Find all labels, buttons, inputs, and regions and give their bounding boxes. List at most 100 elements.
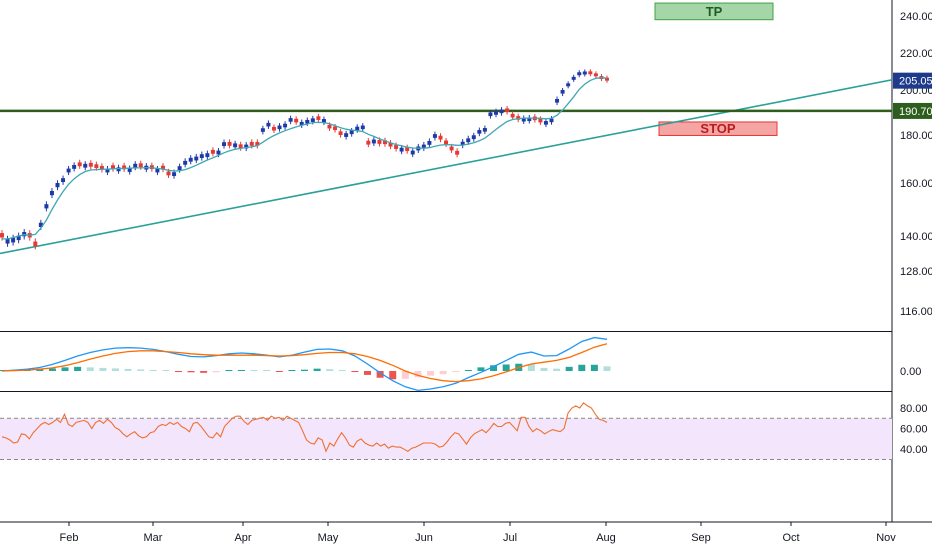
candle-body (83, 163, 88, 168)
candle-body (188, 157, 193, 162)
macd-histogram-bar (124, 368, 132, 371)
macd-histogram-bar (200, 371, 208, 373)
macd-histogram-bar (301, 369, 308, 371)
macd-line (1, 336, 608, 392)
price-tick-label: 140.00 (900, 231, 932, 243)
tp-box (654, 2, 774, 21)
candle-body (344, 133, 349, 137)
moving-average-line (2, 77, 608, 240)
macd-histogram-bar (288, 370, 296, 371)
candle-body (427, 141, 432, 145)
macd-histogram-bar (502, 364, 510, 371)
candle-body (222, 142, 227, 147)
candle-body (227, 141, 232, 146)
macd-histogram-bar (603, 366, 611, 371)
candle-body (210, 149, 215, 154)
time-tick-label: Apr (234, 532, 251, 544)
candle-body (216, 150, 221, 155)
candlestick-series (0, 69, 609, 250)
price-axis[interactable]: 240.00220.00200.00180.00160.00140.00128.… (900, 11, 932, 318)
candle-body (72, 165, 77, 169)
macd-histogram (0, 363, 611, 380)
candle-body (133, 163, 138, 168)
candle-body (194, 156, 199, 161)
macd-histogram-bar (74, 366, 82, 371)
candle-body (505, 108, 510, 113)
candle-body (444, 140, 449, 145)
macd-histogram-bar (527, 364, 535, 371)
candle-body (394, 145, 399, 149)
candle-body (455, 150, 460, 155)
candle-body (382, 140, 387, 145)
candle-body (543, 121, 548, 125)
macd-histogram-bar (162, 370, 170, 371)
candle-body (77, 162, 82, 167)
rsi-axis[interactable]: 80.00 60.00 40.00 (900, 403, 928, 456)
candle-body (527, 117, 532, 122)
macd-histogram-bar (351, 371, 359, 373)
level-price-tag-label: 190.70 (899, 106, 932, 118)
candle-body (88, 162, 93, 167)
macd-histogram-bar (578, 364, 586, 371)
candle-body (421, 144, 426, 149)
candle-body (288, 118, 293, 122)
candle-body (360, 125, 365, 130)
macd-histogram-bar (540, 367, 548, 371)
candle-body (555, 99, 560, 103)
candle-body (172, 172, 177, 177)
candle-body (593, 73, 598, 77)
candle-body (605, 77, 609, 81)
candle-body (294, 118, 299, 123)
price-tick-label: 160.00 (900, 178, 932, 190)
level-price-tag (893, 102, 932, 119)
candle-body (277, 125, 282, 130)
candle-body (521, 117, 526, 122)
price-boxes: TP STOP (654, 2, 778, 136)
candle-body (499, 109, 504, 114)
candle-body (566, 83, 571, 87)
candle-body (516, 116, 521, 120)
candle-body (160, 165, 165, 170)
macd-histogram-bar (338, 370, 346, 371)
macd-histogram-bar (389, 371, 397, 380)
time-tick-label: Mar (144, 532, 163, 544)
macd-histogram-bar (250, 370, 258, 371)
candle-body (94, 164, 99, 169)
macd-histogram-bar (490, 365, 498, 371)
macd-histogram-bar (452, 371, 460, 373)
candle-body (138, 163, 143, 168)
candle-body (510, 113, 515, 118)
trend-line[interactable] (0, 79, 893, 255)
macd-axis[interactable]: 0.00 (900, 366, 921, 378)
candle-body (49, 190, 54, 196)
time-tick-label: Sep (691, 532, 711, 544)
candle-body (183, 160, 188, 165)
stop-box (658, 121, 778, 136)
candle-body (321, 119, 326, 123)
macd-histogram-bar (99, 367, 107, 371)
stop-box-label: STOP (700, 121, 735, 136)
price-tick-label: 180.00 (900, 130, 932, 142)
candle-body (349, 130, 354, 135)
candle-body (5, 238, 10, 244)
macd-histogram-bar (464, 369, 472, 371)
price-tick-label: 220.00 (900, 48, 932, 60)
macd-histogram-bar (149, 369, 157, 371)
candle-body (460, 141, 465, 146)
macd-histogram-bar (326, 369, 334, 371)
rsi-band-fill (0, 418, 892, 460)
candle-body (249, 141, 254, 146)
candle-body (266, 122, 271, 127)
candle-body (149, 165, 154, 170)
candle-body (482, 128, 487, 132)
candle-body (155, 168, 160, 173)
candle-body (111, 165, 116, 170)
rsi-tick-label: 40.00 (900, 444, 928, 456)
candle-body (0, 233, 4, 238)
time-axis[interactable]: Feb Mar Apr May Jun Jul Aug Sep Oct Nov (60, 522, 897, 544)
candle-body (16, 235, 21, 241)
candle-body (560, 90, 565, 94)
candle-body (488, 112, 493, 117)
candle-body (271, 126, 276, 131)
